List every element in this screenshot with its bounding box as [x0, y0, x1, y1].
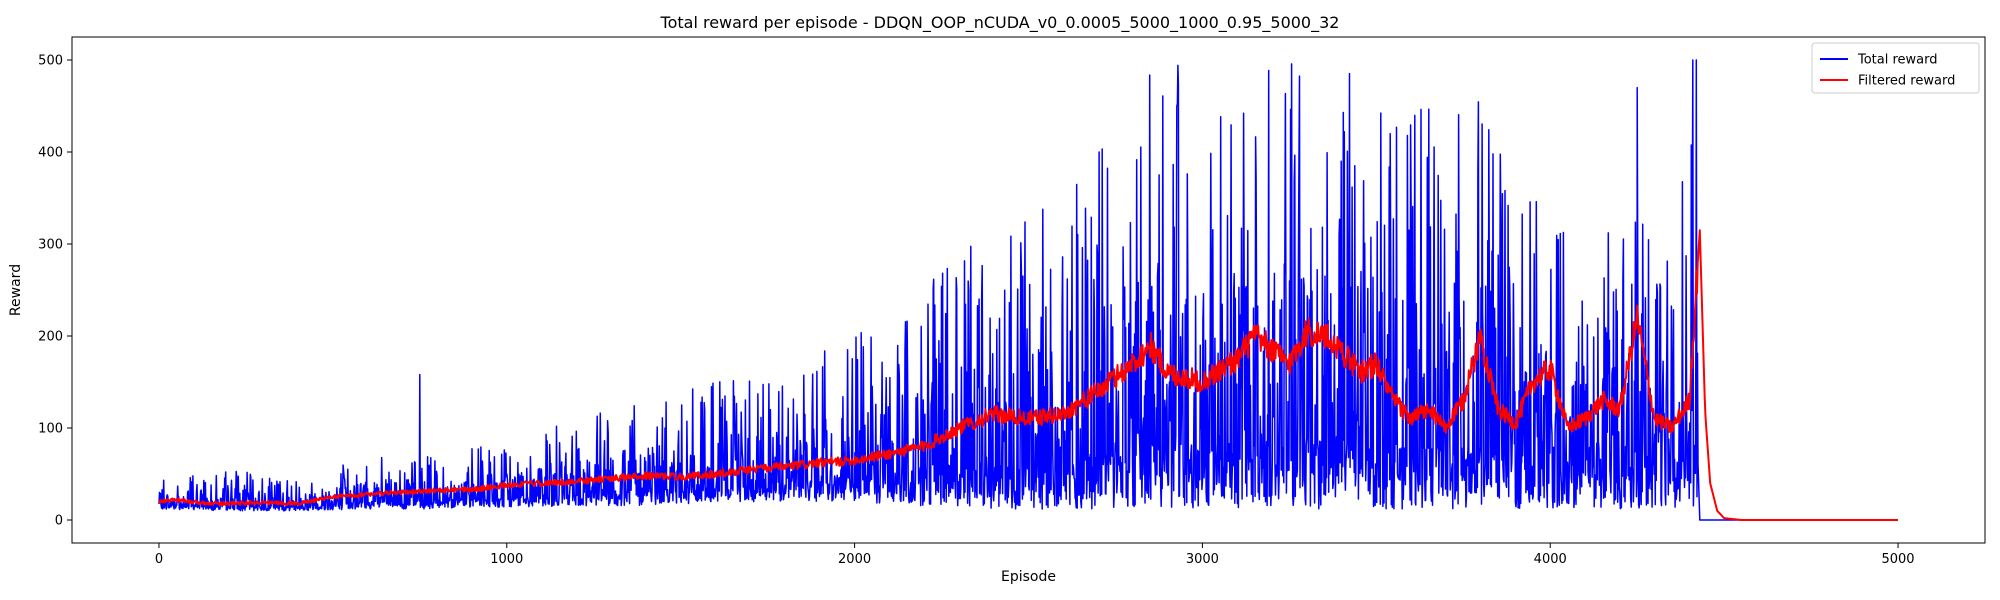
x-axis: 0 1000 2000 3000 4000 5000 [155, 543, 1915, 567]
y-tick-label: 400 [38, 146, 63, 161]
x-tick-label: 2000 [838, 552, 871, 567]
series-line-filtered-reward [158, 229, 1899, 521]
series-line-total-reward [158, 59, 1898, 521]
y-axis: 0 100 200 300 400 500 [38, 54, 72, 529]
y-tick-label: 300 [38, 238, 63, 253]
y-tick-label: 0 [55, 514, 63, 529]
y-axis-label: Reward [8, 264, 24, 316]
x-tick-label: 4000 [1534, 552, 1567, 567]
y-tick-label: 500 [38, 54, 63, 69]
axes-frame [71, 36, 1986, 544]
y-tick-label: 200 [38, 330, 63, 345]
x-tick-label: 1000 [490, 552, 523, 567]
legend-entry: Filtered reward [1858, 74, 1955, 89]
y-tick-label: 100 [38, 422, 63, 437]
x-axis-label: Episode [1001, 569, 1056, 585]
x-tick-label: 5000 [1881, 552, 1914, 567]
x-tick-label: 3000 [1186, 552, 1219, 567]
plot-area [158, 59, 1899, 521]
legend-entry: Total reward [1857, 53, 1938, 68]
legend-box [1811, 42, 1980, 94]
legend: Total reward Filtered reward [1811, 42, 1980, 94]
x-tick-label: 0 [155, 552, 163, 567]
chart-title: Total reward per episode - DDQN_OOP_nCUD… [660, 13, 1340, 33]
